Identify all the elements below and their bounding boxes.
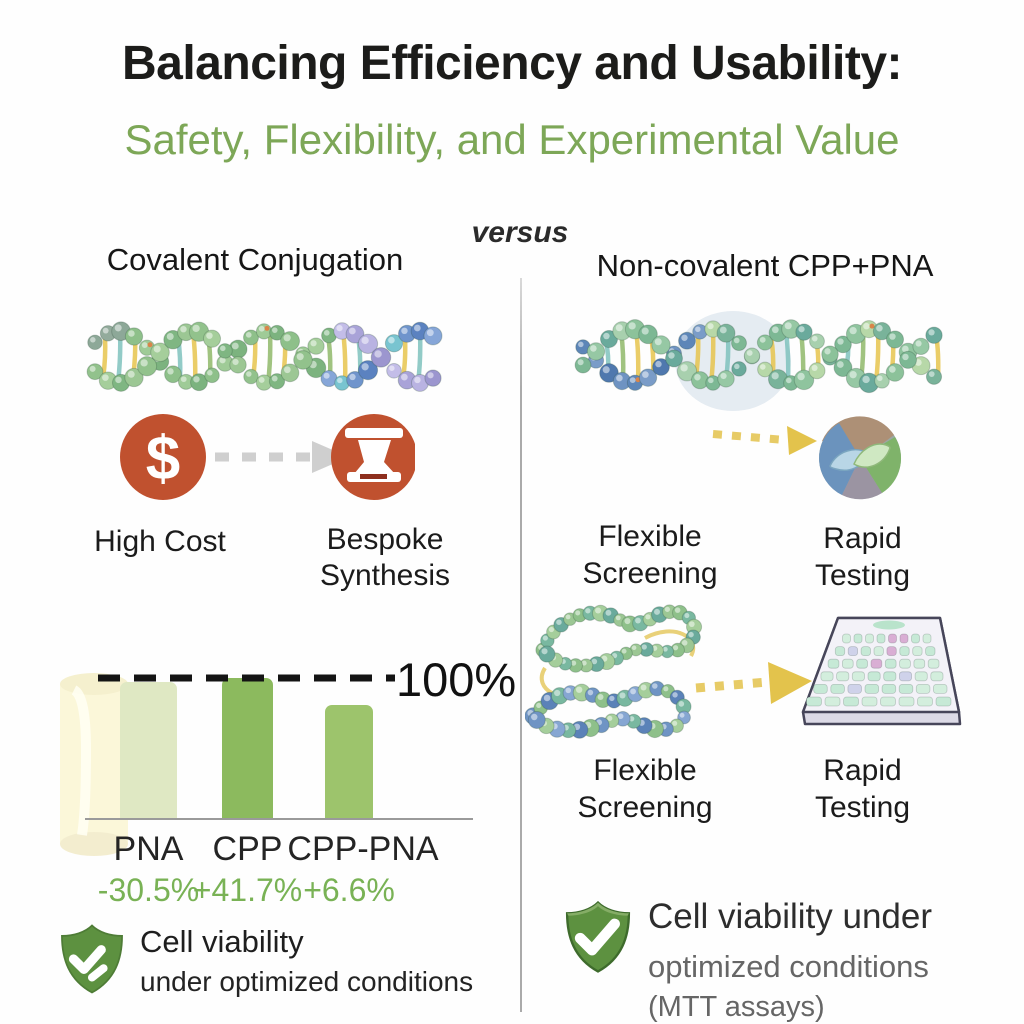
dna-tangles-illustration — [525, 604, 703, 739]
bar-category-label: CPP-PNA — [287, 830, 439, 868]
dna-double-helix-illustration-right — [574, 311, 943, 411]
rapid-testing-label-2: Rapid Testing — [814, 754, 911, 824]
reference-dashed-line — [98, 674, 395, 682]
bar-delta-label: +6.6% — [303, 872, 395, 908]
dashed-arrow-yellow-icon-2 — [695, 662, 812, 704]
bespoke-synthesis-label: Bespoke Synthesis — [319, 523, 451, 592]
cost-to-synthesis-row: $ — [120, 414, 415, 500]
flexible-screening-label-1: Flexible Screening — [582, 520, 718, 590]
helix-to-handshake-row — [712, 416, 902, 500]
rapid-testing-label-1: Rapid Testing — [814, 522, 911, 592]
dna-double-helix-illustration-left — [86, 321, 443, 392]
svg-text:$: $ — [146, 425, 180, 494]
bar-delta-label: +41.7% — [192, 872, 303, 908]
shield-check-icon — [61, 924, 123, 994]
viability-bar-chart: PNA -30.5% CPP +41.7% CPP-PNA +6.6% 100% — [60, 650, 516, 908]
right-column-heading: Non-covalent CPP+PNA — [596, 248, 934, 283]
column-divider — [520, 278, 522, 1012]
handshake-circle-icon — [819, 416, 902, 500]
bar-category-label: CPP — [212, 830, 283, 868]
scroll-icon — [331, 414, 415, 500]
bar-CPP-PNA — [325, 704, 373, 820]
shield-check-icon-right — [565, 900, 631, 973]
microplate-icon — [801, 616, 962, 726]
bar-CPP — [222, 678, 273, 820]
dashed-arrow-yellow-icon — [712, 426, 817, 455]
bar-category-label: PNA — [113, 830, 184, 868]
high-cost-label: High Cost — [94, 525, 226, 558]
page-title: Balancing Efficiency and Usability: — [121, 37, 903, 90]
test-tube-cylinder-illustration — [60, 673, 128, 856]
page-subtitle: Safety, Flexibility, and Experimental Va… — [124, 116, 900, 163]
bar-PNA — [120, 682, 177, 820]
dollar-sign-icon: $ — [120, 414, 206, 500]
dashed-arrow-right-icon — [215, 441, 349, 473]
right-viability-note: Cell viability under optimized condition… — [648, 897, 933, 1023]
bar-delta-label: -30.5% — [97, 872, 200, 908]
chart-baseline — [85, 818, 473, 820]
left-column-heading: Covalent Conjugation — [106, 242, 404, 277]
versus-label: versus — [471, 216, 569, 249]
flexible-screening-label-2: Flexible Screening — [577, 754, 713, 824]
reference-line-label: 100% — [396, 653, 517, 706]
left-viability-note: Cell viability under optimized condition… — [140, 924, 474, 997]
